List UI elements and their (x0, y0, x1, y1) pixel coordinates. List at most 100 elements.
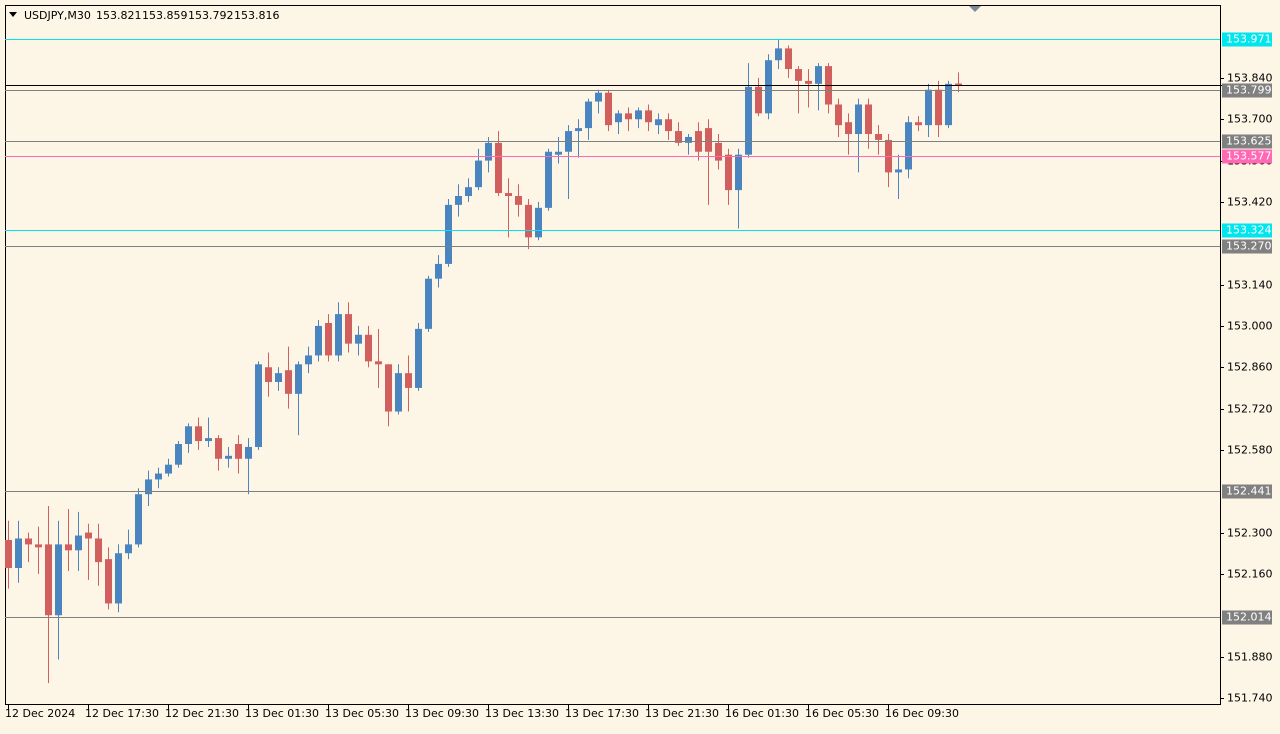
level-label-bg (1222, 32, 1272, 47)
candle-body (235, 444, 242, 459)
level-label-bg (1222, 223, 1272, 238)
level-label: 152.441 (1226, 485, 1272, 498)
candle-body (285, 370, 292, 394)
level-label: 152.014 (1226, 611, 1272, 624)
level-label: 153.971 (1226, 33, 1272, 46)
level-label-bg (1222, 83, 1272, 98)
candle-body (905, 122, 912, 170)
candle-body (405, 373, 412, 388)
y-tick-label: 152.860 (1227, 361, 1273, 374)
candle-body (775, 48, 782, 61)
x-tick-label: 16 Dec 01:30 (725, 707, 799, 720)
candle-body (275, 373, 282, 383)
y-tick-label: 151.880 (1227, 651, 1273, 664)
level-label-bg (1222, 149, 1272, 164)
y-tick-label: 153.420 (1227, 196, 1273, 209)
y-tick-label: 153.700 (1227, 113, 1273, 126)
candle-body (685, 136, 692, 143)
candle-body (315, 325, 322, 356)
candle-body (225, 455, 232, 459)
candle-body (755, 86, 762, 114)
level-label-bg (1222, 484, 1272, 499)
candle-body (745, 86, 752, 155)
y-tick-label: 152.160 (1227, 568, 1273, 581)
level-label: 153.270 (1226, 240, 1272, 253)
candle-body (635, 110, 642, 120)
menu-arrow[interactable] (9, 12, 17, 17)
candle-body (105, 559, 112, 604)
candle-body (515, 196, 522, 205)
candle-body (375, 361, 382, 365)
candle-body (465, 187, 472, 197)
candle-body (605, 92, 612, 126)
candle-body (65, 544, 72, 551)
candle-body (505, 193, 512, 197)
candle-body (415, 328, 422, 388)
header-close: 153.816 (234, 9, 280, 22)
candle-body (305, 355, 312, 365)
candle-body (445, 204, 452, 264)
candle-body (645, 110, 652, 123)
candle-body (245, 446, 252, 459)
level-label: 153.324 (1226, 224, 1272, 237)
candle-body (5, 539, 12, 569)
x-tick-label: 16 Dec 09:30 (885, 707, 959, 720)
header-low: 153.792 (188, 9, 234, 22)
candle-body (585, 101, 592, 129)
candle-body (525, 204, 532, 238)
candle-body (665, 119, 672, 132)
candle-body (135, 494, 142, 545)
candle-body (815, 66, 822, 84)
plot-frame (5, 5, 1221, 705)
candle-body (255, 364, 262, 447)
candle-body (655, 119, 662, 126)
candle-body (865, 104, 872, 135)
candle-body (705, 128, 712, 152)
level-label-bg (1222, 134, 1272, 149)
y-tick-label: 153.000 (1227, 320, 1273, 333)
candle-body (795, 69, 802, 81)
level-label: 153.799 (1226, 84, 1272, 97)
candle-body (165, 464, 172, 474)
candle-body (545, 151, 552, 208)
candle-body (145, 479, 152, 495)
candle-body (115, 553, 122, 604)
x-tick-label: 13 Dec 05:30 (325, 707, 399, 720)
candle-body (725, 154, 732, 191)
candle-body (385, 364, 392, 412)
candle-body (555, 151, 562, 155)
candle-body (455, 196, 462, 205)
x-tick-label: 13 Dec 01:30 (245, 707, 319, 720)
candle-body (265, 367, 272, 383)
y-tick-label: 153.840 (1227, 72, 1273, 85)
x-tick-label: 12 Dec 2024 (5, 707, 75, 720)
candle-body (425, 278, 432, 329)
candle-body (25, 538, 32, 545)
candle-body (435, 263, 442, 279)
candle-body (85, 532, 92, 539)
candle-body (325, 322, 332, 356)
shift-marker (969, 6, 981, 12)
candle-body (205, 438, 212, 442)
candle-body (875, 134, 882, 140)
candle-body (915, 122, 922, 126)
x-tick-label: 13 Dec 21:30 (645, 707, 719, 720)
x-tick-label: 12 Dec 17:30 (85, 707, 159, 720)
candle-body (155, 473, 162, 480)
candle-body (75, 535, 82, 551)
candle-body (855, 104, 862, 135)
candle-body (895, 169, 902, 173)
y-tick-label: 151.740 (1227, 692, 1273, 705)
x-tick-label: 13 Dec 17:30 (565, 707, 639, 720)
candle-body (575, 128, 582, 132)
symbol: USDJPY,M30 (24, 9, 91, 22)
candle-body (215, 438, 222, 459)
candle-body (295, 364, 302, 394)
candle-body (175, 444, 182, 465)
x-tick-label: 12 Dec 21:30 (165, 707, 239, 720)
level-label-bg (1222, 239, 1272, 254)
candle-body (475, 160, 482, 188)
